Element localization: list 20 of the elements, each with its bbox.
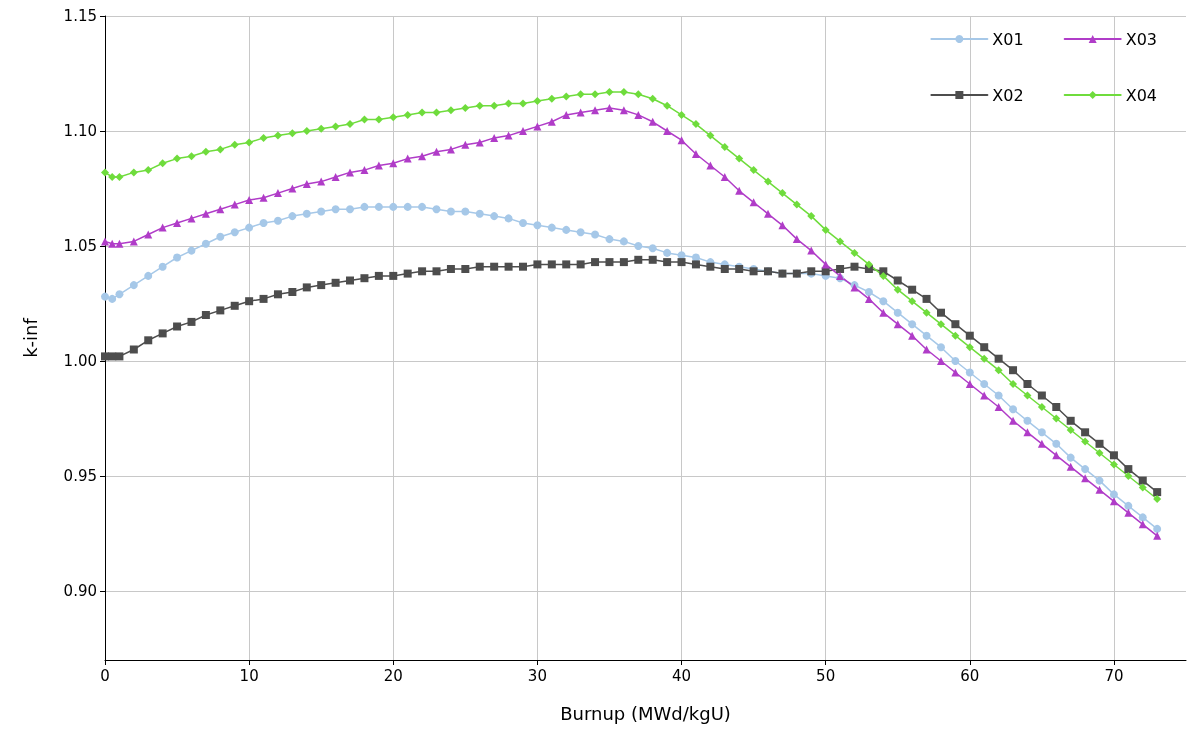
x-tick-label: 50 xyxy=(816,666,836,685)
x-tick-label: 20 xyxy=(383,666,403,685)
legend-label: X04 xyxy=(1125,85,1158,105)
legend-label: X03 xyxy=(1125,29,1158,49)
y-tick-label: 0.90 xyxy=(63,582,97,600)
y-tick-label: 1.10 xyxy=(63,122,97,140)
y-tick-label: 1.00 xyxy=(63,352,97,370)
legend-label: X01 xyxy=(992,29,1024,49)
legend-label: X02 xyxy=(992,85,1024,105)
x-tick-label: 70 xyxy=(1104,666,1124,685)
x-tick-label: 0 xyxy=(100,666,110,685)
y-tick-label: 1.05 xyxy=(63,237,97,255)
x-axis-title: Burnup (MWd/kgU) xyxy=(560,702,731,724)
x-tick-label: 60 xyxy=(960,666,980,685)
x-tick-label: 40 xyxy=(671,666,692,685)
y-tick-label: 0.95 xyxy=(63,467,97,485)
y-tick-label: 1.15 xyxy=(63,7,97,25)
x-tick-label: 30 xyxy=(527,666,547,685)
x-tick-label: 10 xyxy=(239,666,259,685)
y-axis-title: k-inf xyxy=(19,317,41,358)
